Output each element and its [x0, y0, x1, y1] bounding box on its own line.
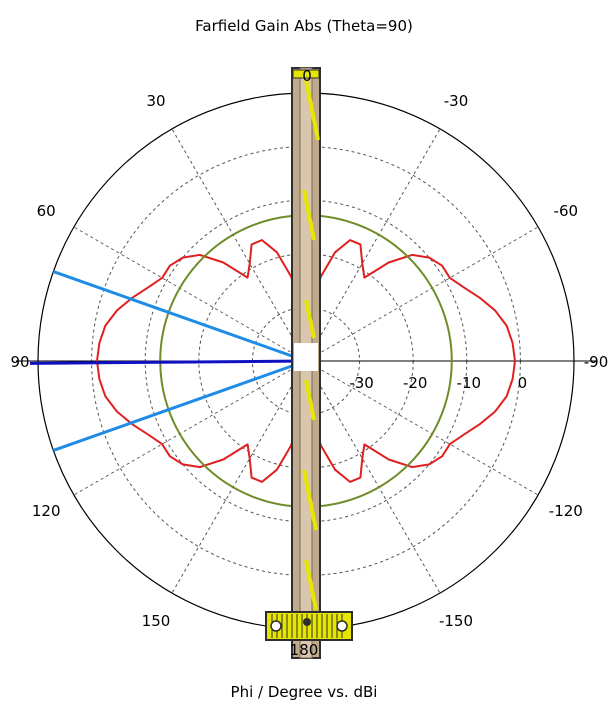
angle-tick-label: 60 — [37, 202, 56, 220]
angle-tick-label: -30 — [444, 92, 469, 110]
angular-width-bound — [53, 272, 306, 361]
angle-tick-label: 0 — [302, 67, 312, 85]
angle-tick-label: -60 — [554, 202, 579, 220]
angle-tick-label: -90 — [584, 353, 608, 371]
radial-tick-label: -10 — [457, 374, 482, 392]
grid-spoke — [172, 129, 306, 361]
grid-spoke — [172, 361, 306, 593]
radial-tick-label: -20 — [403, 374, 428, 392]
antenna-model — [266, 68, 352, 658]
antenna-feed-gap — [294, 343, 318, 371]
angle-tick-label: 90 — [10, 353, 29, 371]
antenna-mount-hole — [271, 621, 281, 631]
x-axis-label: Phi / Degree vs. dBi — [231, 683, 378, 701]
angle-tick-label: 150 — [142, 612, 171, 630]
angle-tick-label: 180 — [290, 641, 319, 659]
angle-tick-label: 120 — [32, 502, 61, 520]
angle-tick-label: 30 — [146, 92, 165, 110]
grid-spoke — [306, 361, 440, 593]
chart-title: Farfield Gain Abs (Theta=90) — [195, 17, 413, 35]
radial-tick-label: 0 — [518, 374, 528, 392]
radial-tick-label: -30 — [349, 374, 374, 392]
antenna-feed-point — [303, 618, 311, 626]
angle-tick-label: -120 — [549, 502, 583, 520]
angular-width-bound — [53, 361, 306, 450]
grid-spoke — [306, 129, 440, 361]
angle-tick-label: -150 — [439, 612, 473, 630]
antenna-mount-hole — [337, 621, 347, 631]
